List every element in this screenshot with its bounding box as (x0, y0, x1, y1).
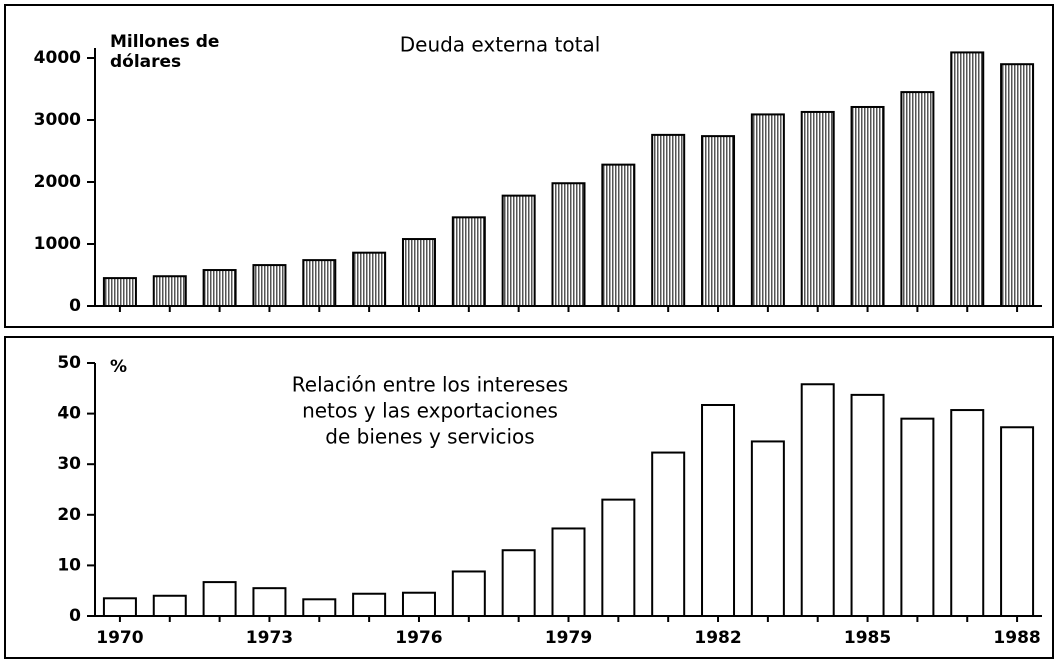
chart-title: de bienes y servicios (325, 425, 534, 449)
bar (1000, 426, 1035, 617)
bar (152, 275, 187, 307)
x-tick-label: 1985 (844, 628, 891, 648)
bar (900, 417, 935, 617)
bar (401, 591, 436, 617)
y-tick-label: 10 (57, 555, 81, 575)
y-tick-label: 30 (57, 454, 81, 474)
bar (252, 587, 287, 617)
bar (950, 409, 985, 618)
bar (352, 251, 387, 307)
y-tick-label: 20 (57, 505, 81, 525)
bar (800, 110, 835, 307)
x-tick-label: 1970 (96, 628, 143, 648)
bar (950, 51, 985, 307)
bar (302, 259, 337, 307)
x-tick-label: 1976 (395, 628, 442, 648)
y-tick-label: 40 (57, 404, 81, 424)
x-tick-label: 1982 (694, 628, 741, 648)
y-tick-label: 50 (57, 353, 81, 373)
y-tick-label: 3000 (34, 110, 81, 130)
x-tick-label: 1979 (545, 628, 592, 648)
bar (850, 105, 885, 308)
bar (152, 594, 187, 618)
bar (451, 570, 486, 617)
chart-title: Relación entre los intereses (292, 373, 568, 397)
bar (102, 597, 137, 617)
bar (551, 527, 586, 617)
bar (750, 440, 785, 617)
bar (850, 393, 885, 617)
chart-title: netos y las exportaciones (302, 399, 558, 423)
bar (352, 592, 387, 618)
y-axis-label: dólares (110, 52, 181, 72)
y-axis-label: Millones de (110, 32, 219, 52)
y-tick-label: 4000 (34, 48, 81, 68)
y-tick-label: 0 (69, 606, 81, 626)
bar (750, 113, 785, 307)
bar (202, 269, 237, 308)
y-tick-label: 0 (69, 296, 81, 316)
bar (302, 598, 337, 618)
bar (651, 133, 686, 307)
bar (451, 216, 486, 307)
bar (551, 182, 586, 308)
bar (900, 91, 935, 307)
bar (701, 135, 736, 307)
bar (501, 194, 536, 307)
bar (601, 163, 636, 307)
x-tick-label: 1988 (993, 628, 1040, 648)
bar (401, 238, 436, 307)
bar (601, 498, 636, 617)
y-tick-label: 1000 (34, 234, 81, 254)
chart-title: Deuda externa total (400, 33, 601, 57)
bar (701, 403, 736, 617)
panel-top (4, 4, 1054, 328)
bar (1000, 63, 1035, 307)
bar (202, 581, 237, 618)
bar (252, 264, 287, 307)
bar (800, 383, 835, 618)
bar (651, 451, 686, 618)
x-tick-label: 1973 (246, 628, 293, 648)
bar (501, 549, 536, 617)
bar (102, 277, 137, 308)
y-axis-label: % (110, 357, 127, 377)
y-tick-label: 2000 (34, 172, 81, 192)
panel-bottom (4, 336, 1054, 659)
